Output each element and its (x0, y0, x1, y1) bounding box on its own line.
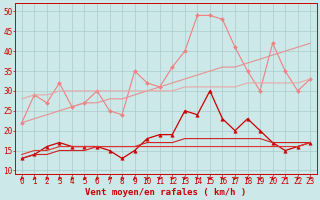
X-axis label: Vent moyen/en rafales ( km/h ): Vent moyen/en rafales ( km/h ) (85, 188, 247, 197)
